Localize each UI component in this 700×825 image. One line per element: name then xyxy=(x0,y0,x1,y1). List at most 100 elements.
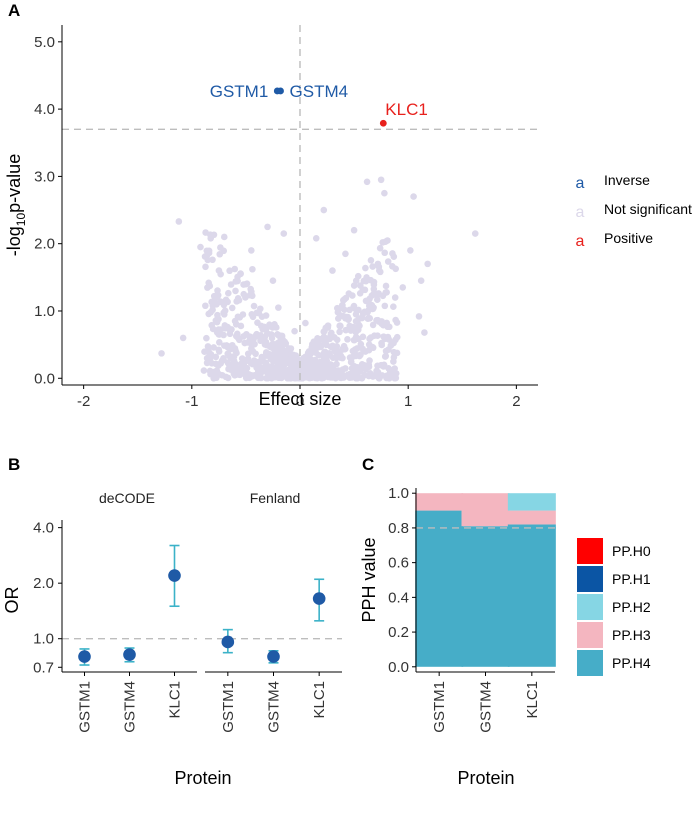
ns-point xyxy=(382,347,390,355)
ns-point xyxy=(258,313,266,321)
ns-point xyxy=(286,360,293,368)
ns-point xyxy=(344,313,352,321)
legend-glyph-positive: a xyxy=(576,233,585,250)
ns-point xyxy=(355,306,362,314)
legend-label-inverse: Inverse xyxy=(604,172,650,188)
y-tick-label: 5.0 xyxy=(34,34,55,51)
legend-glyph-inverse: a xyxy=(576,175,585,192)
ns-point xyxy=(331,345,338,353)
ns-point xyxy=(384,258,392,265)
ns-point xyxy=(407,247,414,254)
x-tick-label: GSTM1 xyxy=(77,681,94,733)
y-axis-label-rest: p-value xyxy=(4,154,24,213)
ns-point xyxy=(209,256,216,264)
pph-stacked-bar-chart: GSTM1 GSTM4 KLC1 0.0 0.2 0.4 0.6 0.8 1.0 PPH valu… xyxy=(359,485,651,788)
ns-point xyxy=(361,362,368,369)
ns-point xyxy=(213,374,220,382)
ns-point xyxy=(312,235,320,242)
legend-label-pph0: PP.H0 xyxy=(612,543,651,559)
y-axis-label: PPH value xyxy=(359,537,379,622)
y-tick-label: 1.0 xyxy=(33,631,54,648)
ns-point xyxy=(208,321,216,329)
ns-point xyxy=(371,332,378,339)
ns-point xyxy=(377,176,385,184)
ns-point xyxy=(374,362,381,370)
ns-point xyxy=(365,372,372,379)
or-point-gstm4 xyxy=(123,648,136,661)
ns-point xyxy=(380,321,387,329)
or-point-klc1 xyxy=(168,569,181,582)
ns-point xyxy=(350,282,358,289)
ns-point xyxy=(381,249,389,257)
ns-point xyxy=(369,263,376,270)
ns-point xyxy=(217,270,224,278)
ns-point xyxy=(319,351,326,359)
ns-point xyxy=(220,233,228,241)
ns-point xyxy=(337,352,345,359)
ns-point xyxy=(220,309,227,317)
ns-point xyxy=(381,335,389,343)
ns-point xyxy=(357,351,364,359)
ns-point xyxy=(223,342,230,349)
ns-point xyxy=(213,367,221,375)
ns-point xyxy=(249,265,256,273)
ns-point xyxy=(321,337,328,344)
ns-point xyxy=(212,360,220,368)
ns-point xyxy=(378,341,386,349)
ns-point xyxy=(333,336,341,344)
ns-point xyxy=(227,281,235,288)
ns-point xyxy=(235,336,243,344)
ns-point xyxy=(234,273,241,281)
ns-point xyxy=(357,282,364,289)
ns-point xyxy=(228,361,235,369)
ns-point xyxy=(359,310,367,317)
x-axis-label: Protein xyxy=(457,768,514,788)
ns-point xyxy=(366,295,373,303)
ns-point xyxy=(269,277,277,285)
ns-point xyxy=(471,230,479,237)
x-tick-label: KLC1 xyxy=(311,681,328,719)
ns-point xyxy=(214,287,221,294)
ns-point xyxy=(257,357,265,365)
ns-point xyxy=(212,353,220,361)
legend-swatch-pph4 xyxy=(577,650,603,676)
ns-point xyxy=(382,352,390,360)
y-axis-label-main: -log xyxy=(4,226,24,256)
ns-point xyxy=(216,250,224,258)
ns-point xyxy=(271,343,279,351)
ns-point xyxy=(234,330,241,338)
ns-point xyxy=(204,284,211,291)
ns-point xyxy=(391,294,399,301)
y-tick-label: 3.0 xyxy=(34,168,55,185)
ns-point xyxy=(200,367,208,374)
ns-point xyxy=(215,348,223,355)
ns-point xyxy=(285,374,292,382)
panel-a-label: A xyxy=(8,1,20,20)
ns-point xyxy=(328,371,336,378)
ns-point xyxy=(386,368,394,375)
ns-point xyxy=(410,193,417,200)
legend-swatch-pph1 xyxy=(577,566,603,592)
highlight-label-klc1: KLC1 xyxy=(385,100,428,119)
ns-point xyxy=(232,320,240,328)
ns-point xyxy=(259,325,267,333)
ns-point xyxy=(197,243,204,251)
y-tick-label: 0.8 xyxy=(388,520,409,537)
or-point-gstm1 xyxy=(221,635,235,649)
ns-point xyxy=(222,373,230,381)
ns-point xyxy=(227,354,234,362)
ns-point xyxy=(390,358,397,365)
y-axis-label-sub: 10 xyxy=(14,213,28,227)
ns-point xyxy=(210,231,218,239)
ns-point xyxy=(263,350,270,358)
ns-point xyxy=(399,284,407,291)
ns-point xyxy=(320,374,327,382)
ns-point xyxy=(392,374,399,381)
legend-label-pph4: PP.H4 xyxy=(612,655,651,671)
ns-point xyxy=(266,370,274,378)
ns-point xyxy=(415,313,423,320)
ns-point xyxy=(248,288,255,295)
ns-point xyxy=(375,318,383,325)
ns-point xyxy=(222,324,229,332)
ns-point xyxy=(175,218,183,225)
